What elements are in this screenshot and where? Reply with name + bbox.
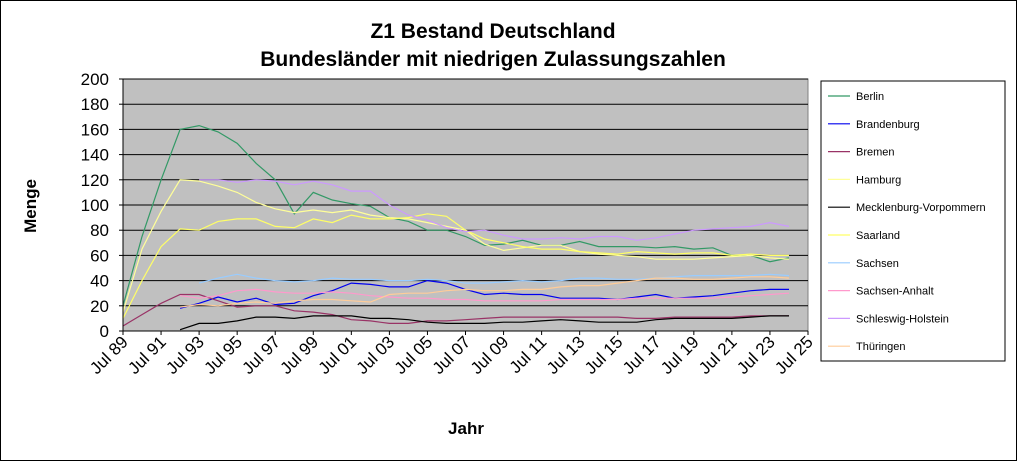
y-tick-label: 100 xyxy=(81,196,109,215)
legend-entry: Brandenburg xyxy=(856,119,920,131)
y-tick-label: 180 xyxy=(81,95,109,114)
axes xyxy=(119,78,809,335)
legend-entry: Berlin xyxy=(856,91,884,103)
legend-entry: Thüringen xyxy=(856,341,906,353)
y-tick-label: 120 xyxy=(81,171,109,190)
x-tick-label: Jul 21 xyxy=(695,332,741,378)
x-tick-label: Jul 23 xyxy=(733,332,779,378)
x-tick-label: Jul 15 xyxy=(581,332,627,378)
legend-entry: Sachsen xyxy=(856,258,899,270)
series-line-bremen xyxy=(122,293,789,327)
chart-title-line-1: Z1 Bestand Deutschland xyxy=(370,20,615,43)
x-tick-label: Jul 01 xyxy=(315,332,361,378)
series-line-mecklenburg-vorpommern xyxy=(179,315,789,331)
series-line-schleswig-holstein xyxy=(199,179,790,241)
y-tick-label: 140 xyxy=(81,146,109,165)
legend-entry: Schleswig-Holstein xyxy=(856,313,949,325)
y-tick-label: 60 xyxy=(90,246,109,265)
x-tick-label: Jul 25 xyxy=(771,332,817,378)
legend-entry: Mecklenburg-Vorpommern xyxy=(856,202,986,214)
y-tick-label: 80 xyxy=(90,221,109,240)
y-tick-label: 200 xyxy=(81,70,109,89)
series-line-berlin xyxy=(122,124,790,306)
x-tick-label: Jul 95 xyxy=(200,332,246,378)
x-tick-label: Jul 09 xyxy=(467,332,513,378)
series-line-sachsen-anhalt xyxy=(180,288,790,302)
chart-title-line-2: Bundesländer mit niedrigen Zulassungszah… xyxy=(260,48,726,71)
legend-entry: Bremen xyxy=(856,147,895,159)
y-tick-label: 160 xyxy=(81,120,109,139)
x-tick-label: Jul 89 xyxy=(86,332,132,378)
x-axis-title: Jahr xyxy=(448,419,484,438)
y-axis-title: Menge xyxy=(21,179,40,233)
chart-title: Z1 Bestand Deutschland Bundesländer mit … xyxy=(260,20,726,71)
series-lines xyxy=(122,124,790,331)
series-line-saarland xyxy=(122,213,789,319)
series-line-sachsen xyxy=(198,273,790,284)
x-tick-label: Jul 99 xyxy=(277,332,323,378)
x-tick-label: Jul 13 xyxy=(543,332,589,378)
series-line-brandenburg xyxy=(179,279,789,309)
x-tick-label: Jul 05 xyxy=(391,332,437,378)
y-tick-label: 0 xyxy=(100,322,109,341)
x-tick-label: Jul 03 xyxy=(353,332,399,378)
legend: Berlin Brandenburg Bremen Hamburg Mecklenbur… xyxy=(820,80,1006,362)
y-tick-label: 40 xyxy=(90,272,109,291)
x-tick-label: Jul 93 xyxy=(162,332,208,378)
series-line-hamburg xyxy=(122,179,790,313)
legend-entry: Sachsen-Anhalt xyxy=(856,286,934,298)
series-line-thueringen xyxy=(180,276,790,308)
x-tick-label: Jul 11 xyxy=(506,332,551,377)
x-tick-label: Jul 91 xyxy=(124,332,170,378)
y-tick-labels: 0 20 40 60 80 100 120 140 160 180 200 xyxy=(81,70,109,341)
x-tick-label: Jul 19 xyxy=(657,332,703,378)
x-tick-label: Jul 17 xyxy=(619,332,665,378)
y-tick-label: 20 xyxy=(90,297,109,316)
legend-box xyxy=(820,80,1006,362)
legend-entry: Saarland xyxy=(856,230,900,242)
legend-entry: Hamburg xyxy=(856,174,901,186)
x-tick-label: Jul 07 xyxy=(429,332,475,378)
x-tick-label: Jul 97 xyxy=(239,332,285,378)
